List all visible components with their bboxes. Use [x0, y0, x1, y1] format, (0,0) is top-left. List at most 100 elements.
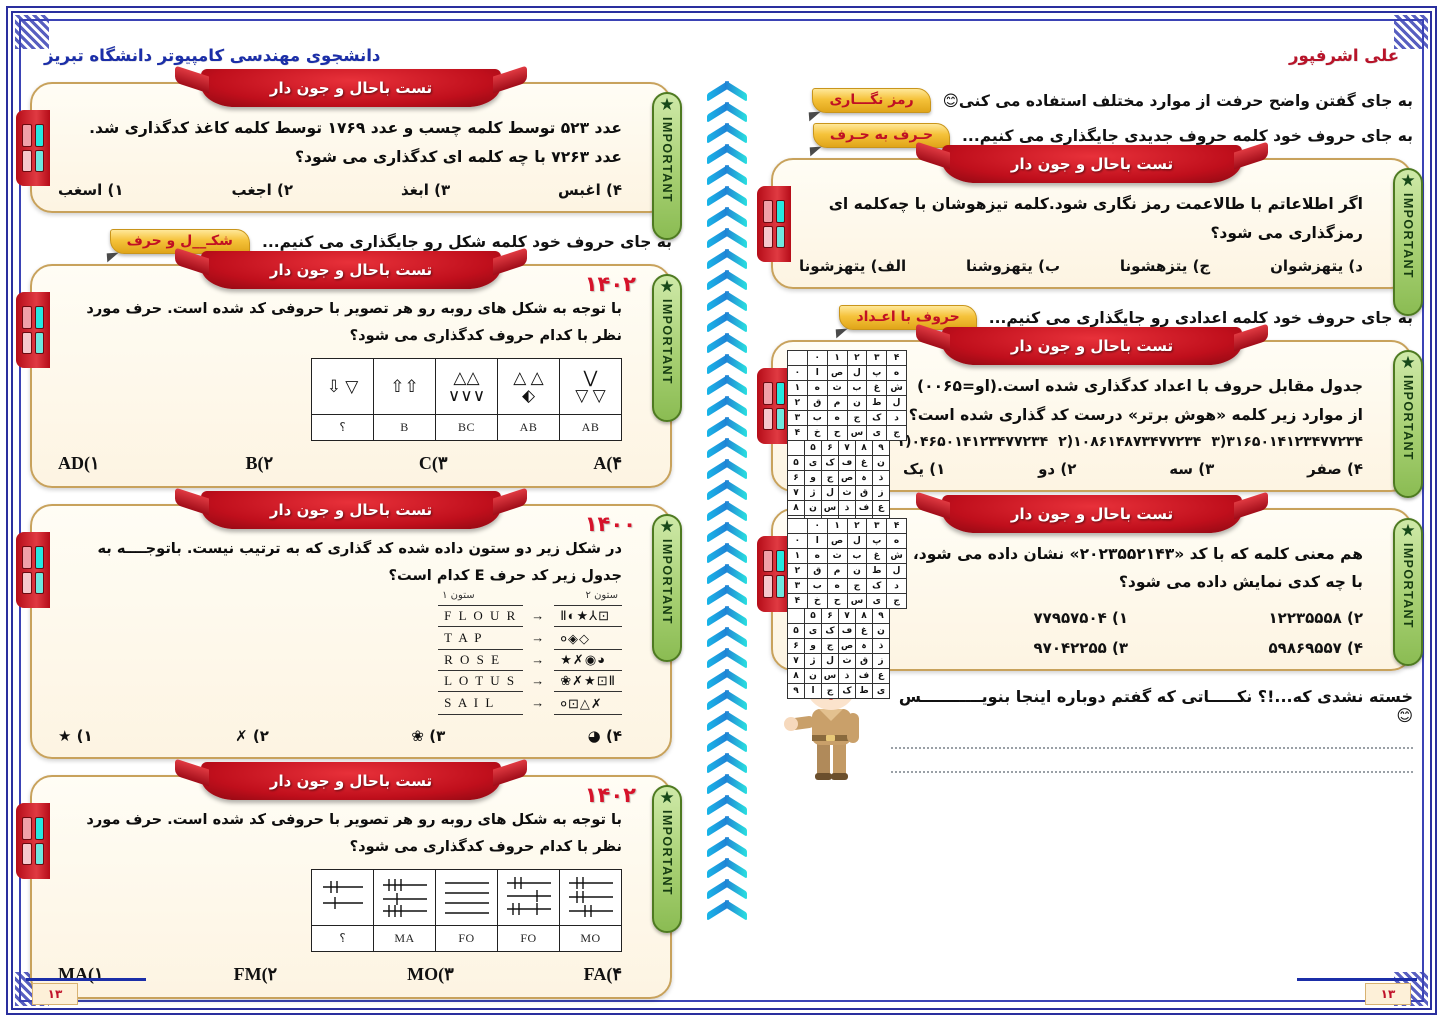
grid-header-cell: ۱: [826, 350, 848, 367]
option-4[interactable]: A(۴: [593, 453, 622, 474]
notes-write-line[interactable]: [891, 747, 1413, 750]
option-1[interactable]: AD(۱: [58, 453, 100, 474]
line-pattern-icon: [568, 877, 613, 918]
option-1[interactable]: الف) یتهزشونا: [799, 257, 907, 276]
grid-cell: ش: [886, 380, 907, 397]
figure-cell-label: B: [373, 414, 436, 442]
grid-cell: ۳: [787, 577, 808, 594]
option-2[interactable]: ۲) ۱۲۲۳۵۵۵۸: [1268, 609, 1363, 628]
grid-header-cell: ۹: [872, 607, 890, 624]
grid-header-cell: ۷: [838, 440, 856, 457]
option-4[interactable]: FA(۴: [583, 964, 622, 985]
table-row: ش غ ب ث ه ۱: [787, 547, 907, 564]
option-3[interactable]: ۳) سه: [1169, 459, 1215, 478]
option-1[interactable]: ۱) یک: [903, 459, 946, 478]
grid-cell: ۶: [787, 637, 805, 654]
grid-cell: ۸: [787, 500, 805, 517]
option-4[interactable]: ۴) صفر: [1307, 459, 1363, 478]
options-row: ۴) اغبس ۳) ابغذ ۲) اجغب ۱) اسغب: [58, 181, 622, 199]
option-4[interactable]: د) یتهزشوان: [1270, 257, 1363, 276]
option-4[interactable]: ۴) ◕: [587, 727, 622, 746]
option-3[interactable]: ۳) ابغذ: [400, 181, 451, 200]
option-3[interactable]: MO(۳: [407, 964, 454, 985]
section-tag-description: به جای حروف خود کلمه حروف جدیدی جایگذاری…: [962, 126, 1413, 145]
grid-cell: ہ: [855, 637, 873, 654]
option-2[interactable]: ۲) دو: [1038, 459, 1077, 478]
page-number-left: ۱۳: [32, 983, 78, 1005]
option-4[interactable]: ۴) اغبس: [558, 181, 622, 200]
question-text: اگر اطلاعاتم با طالاعمت رمز نگاری شود.کل…: [828, 195, 1363, 242]
important-label: IMPORTANT: [660, 810, 674, 897]
option-4[interactable]: ۴) ۵۹۸۶۹۵۵۷: [1268, 639, 1363, 658]
chevron-up-icon: [707, 231, 747, 250]
chevron-up-icon: [707, 105, 747, 124]
grid-cell: س: [821, 667, 839, 684]
option-3[interactable]: ج) یتزهشونا: [1119, 257, 1211, 276]
notes-write-line[interactable]: [891, 771, 1413, 774]
option-2[interactable]: B(۲: [245, 453, 274, 474]
option-3[interactable]: C(۳: [418, 453, 448, 474]
option-3[interactable]: ۳) ❀: [411, 727, 446, 746]
options-row: د) یتهزشوان ج) یتزهشونا ب) یتهزوشنا الف)…: [799, 257, 1363, 275]
arrow-icon: →: [531, 608, 547, 624]
option-3[interactable]: ۳) ۹۷۰۴۲۲۵۵: [1033, 639, 1128, 658]
question-text: با توجه به شکل های روبه رو هر تصویر با ح…: [86, 811, 622, 856]
table-row: ه پ ل ص ا ۰: [787, 365, 907, 382]
option-1[interactable]: ۱) ★: [58, 727, 93, 746]
grid-cell: ح: [826, 425, 848, 442]
table-row: L O T U S → ❀✗★⊡Ⅱ: [438, 670, 622, 693]
grid-cell: ذ: [872, 637, 890, 654]
option-2[interactable]: ب) یتهزوشنا: [966, 257, 1061, 276]
figure-cell: [373, 869, 436, 927]
grid-cell: غ: [855, 622, 873, 639]
header-left-text: دانشجوی مهندسی کامپیوتر دانشگاه تبریز: [44, 46, 381, 65]
option-2[interactable]: FM(۲: [233, 964, 278, 985]
option-2[interactable]: ۲) ✗: [235, 727, 269, 746]
footer-rule-left: [26, 978, 146, 981]
grid-cell: ۹: [787, 682, 805, 699]
chevron-up-icon: [707, 714, 747, 733]
table-row: ج ی س ح خ ۴: [787, 592, 907, 609]
year-badge: ۱۴۰۰: [584, 512, 636, 537]
grid-cell: ث: [838, 485, 856, 502]
option-1[interactable]: ۱) اسغب: [58, 181, 124, 200]
options-row: A(۴ C(۳ B(۲ AD(۱: [58, 453, 622, 474]
table-row: R O S E → ★✗◉◕: [438, 649, 622, 672]
grid-cell: ہ: [855, 470, 873, 487]
chevron-up-icon: [707, 567, 747, 586]
grid-cell: ن: [872, 455, 890, 472]
question-card-4: تست باحال و جون دار ★ IMPORTANT ۱۴۰۲ با …: [16, 762, 682, 1000]
footer-rule-right: [1297, 978, 1417, 981]
option-2[interactable]: ۲) اجغب: [231, 181, 293, 200]
author-name: علی اشرفپور: [1289, 46, 1399, 65]
grid-cell: ۰: [787, 365, 808, 382]
grid-header-cell: ۵: [804, 607, 822, 624]
code-option-1[interactable]: ۰۴۶۵۰۱۴۱۲۳۴۷۷۲۳۴(۱: [896, 433, 1049, 450]
line-pattern-icon: [506, 877, 551, 916]
grid-cell: ک: [838, 682, 856, 699]
star-icon: ★: [659, 95, 675, 115]
word-cell: S A I L: [438, 691, 524, 716]
chevron-up-icon: [707, 273, 747, 292]
grid-cell: ه: [806, 547, 828, 564]
code-option-3[interactable]: ۳۱۶۵۰۱۴۱۲۳۴۷۷۲۳۴(۳: [1211, 433, 1363, 450]
symbol-cell: ०⊡△✗: [554, 691, 622, 716]
grid-cell: ج: [846, 410, 868, 427]
question-card-6: تست باحال و جون دار ★ IMPORTANT ۴ ۳ ۲ ۱ …: [757, 327, 1423, 532]
figure-cell: △△ ∨∨∨: [435, 358, 498, 416]
grid-cell: ج: [821, 682, 839, 699]
grid-cell: ل: [886, 562, 907, 579]
card-banner: تست باحال و جون دار: [201, 491, 501, 530]
word-cell: F L O U R: [438, 605, 524, 628]
grid-cell: ه: [806, 380, 828, 397]
option-1[interactable]: ۱) ۷۷۹۵۷۵۰۴: [1033, 609, 1128, 628]
question-text: هم معنی کلمه که با کد «۲۰۲۳۵۵۲۱۴۳» نشان …: [912, 544, 1363, 563]
grid-cell: ص: [826, 532, 848, 549]
figure-cell: [497, 869, 560, 927]
grid-cell: ا: [804, 682, 822, 699]
code-option-2[interactable]: ۱۰۸۶۱۴۸۷۳۴۷۷۲۳۴(۲: [1058, 433, 1202, 450]
grid-header-cell: [787, 350, 808, 367]
question-card-2: تست باحال و جون دار ★ IMPORTANT ۱۴۰۲ با …: [16, 251, 682, 489]
chevron-up-icon: [707, 630, 747, 649]
grid-cell: ۲: [787, 562, 808, 579]
